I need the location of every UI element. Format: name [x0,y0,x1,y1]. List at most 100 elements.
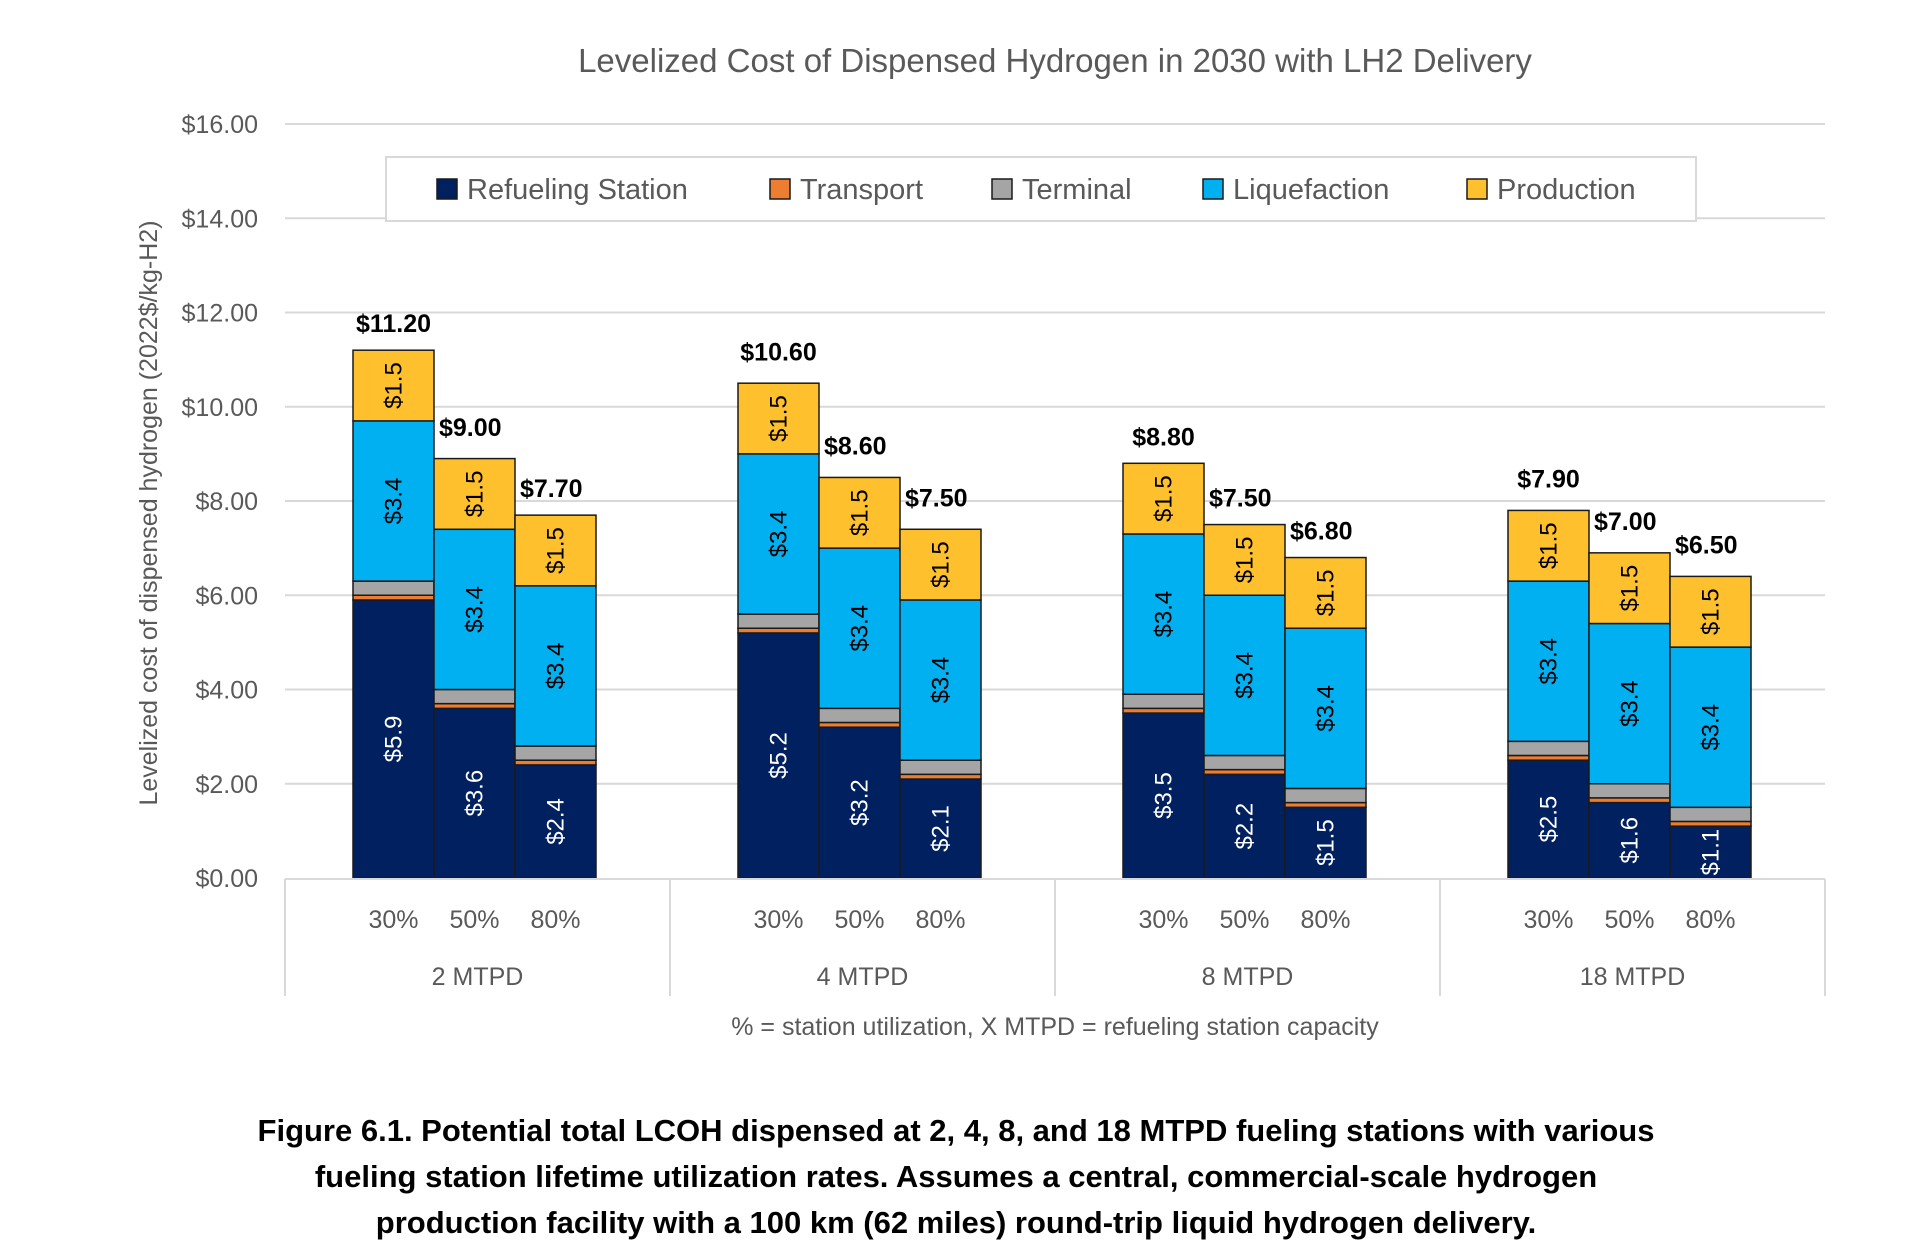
lcoh-stacked-bar-chart: Levelized Cost of Dispensed Hydrogen in … [135,42,1826,1041]
bar-segment-production [899,528,982,601]
bar-segment-refueling-station [899,778,982,879]
bar-segment-terminal [1588,783,1671,799]
legend-swatch-refueling-station [436,178,458,200]
y-tick-label: $8.00 [195,488,258,516]
x-tick-label: 30% [1138,906,1188,934]
bar-segment-liquefaction [1669,646,1752,809]
segment-data-label: $1.5 [1232,537,1259,584]
bar-stack: $2.5 $3.4 $1.5 $7.90 [1507,466,1590,879]
total-data-label: $9.00 [439,414,502,442]
x-tick-label: 30% [368,906,418,934]
segment-data-label: $3.5 [1151,772,1178,819]
total-data-label: $6.80 [1290,518,1353,546]
x-group-label: 2 MTPD [432,963,524,991]
segment-data-label: $3.4 [1151,591,1178,638]
segment-data-label: $2.5 [1536,796,1563,843]
x-tick-label: 30% [1523,906,1573,934]
segment-data-label: $3.4 [766,511,793,558]
legend: Refueling Station Transport Terminal Liquef… [385,156,1697,222]
bar-segment-refueling-station [352,599,435,879]
legend-label: Production [1497,174,1636,206]
bar-segment-terminal [1122,693,1205,710]
bar-stack: $2.4 $3.4 $1.5 $7.70 [514,475,597,879]
y-tick-label: $0.00 [195,865,258,893]
segment-data-label: $1.5 [928,541,955,588]
chart-title: Levelized Cost of Dispensed Hydrogen in … [578,42,1532,79]
figure-caption: Figure 6.1. Potential total LCOH dispens… [0,1108,1912,1246]
bar-stack: $1.5 $3.4 $1.5 $6.80 [1284,518,1367,879]
bar-segment-liquefaction [1122,533,1205,695]
legend-label: Liquefaction [1233,174,1389,206]
x-tick-label: 80% [530,906,580,934]
total-data-label: $8.60 [824,433,887,461]
bar-segment-production [433,457,516,531]
bar-segment-refueling-station [433,707,516,879]
segment-data-label: $2.1 [928,805,955,852]
bar-segment-production [818,476,901,549]
bar-segment-refueling-station [1669,825,1752,879]
bar-segment-production [1203,523,1286,596]
bar-segment-terminal [899,759,982,776]
segment-data-label: $1.5 [543,527,570,574]
segment-data-label: $1.5 [1313,819,1340,866]
segment-data-label: $3.4 [462,586,489,633]
bar-segment-liquefaction [514,585,597,747]
legend-swatch-production [1466,178,1488,200]
x-tick-label: 50% [834,906,884,934]
segment-data-label: $1.5 [847,489,874,536]
bar-segment-production [1284,556,1367,629]
x-tick-label: 50% [1604,906,1654,934]
total-data-label: $6.50 [1675,532,1738,560]
x-tick-label: 80% [915,906,965,934]
bar-segment-production [1669,575,1752,648]
segment-data-label: $2.2 [1232,803,1259,850]
bar-segment-terminal [433,688,516,705]
bar-segment-terminal [737,613,820,629]
y-tick-label: $12.00 [182,300,258,328]
x-group-label: 4 MTPD [817,963,909,991]
segment-data-label: $3.4 [543,643,570,690]
legend-label: Refueling Station [467,174,688,206]
bar-stack: $1.6 $3.4 $1.5 $7.00 [1588,508,1671,879]
x-tick-label: 80% [1300,906,1350,934]
segment-data-label: $1.5 [766,395,793,442]
x-axis: 30% 50% 80% 2 MTPD 30% 50% 80% 4 MTPD 30% 50% 80% 8… [284,878,1826,996]
segment-data-label: $3.4 [928,657,955,704]
x-tick-label: 50% [1219,906,1269,934]
segment-data-label: $3.2 [847,779,874,826]
bar-segment-liquefaction [1284,627,1367,790]
segment-data-label: $1.6 [1617,817,1644,864]
segment-data-label: $5.9 [381,716,408,763]
bar-stack: $2.2 $3.4 $1.5 $7.50 [1203,485,1286,879]
segment-data-label: $5.2 [766,732,793,779]
bar-segment-liquefaction [1203,594,1286,757]
segment-data-label: $1.1 [1698,829,1725,876]
y-axis-tick-labels: $0.00 $2.00 $4.00 $6.00 $8.00 $10.00 $12.00 $14… [182,111,258,893]
bar-stack: $1.1 $3.4 $1.5 $6.50 [1669,532,1752,879]
total-data-label: $10.60 [740,338,816,366]
bar-stack: $5.9 $3.4 $1.5 $11.20 [352,310,435,879]
y-tick-label: $2.00 [195,771,258,799]
bar-segment-production [1507,509,1590,582]
y-tick-label: $10.00 [182,394,258,422]
bar-segment-refueling-station [514,764,597,879]
y-tick-label: $16.00 [182,111,258,139]
bar-segment-production [1588,552,1671,625]
bar-segment-production [1122,462,1205,535]
segment-data-label: $3.4 [1232,652,1259,699]
bar-segment-terminal [514,745,597,761]
x-tick-label: 50% [449,906,499,934]
bar-segment-terminal [1284,787,1367,804]
bar-segment-refueling-station [1122,712,1205,879]
bar-segment-terminal [818,707,901,724]
x-tick-label: 30% [753,906,803,934]
total-data-label: $7.50 [1209,485,1272,513]
total-data-label: $7.70 [520,475,583,503]
y-tick-label: $14.00 [182,205,258,233]
segment-data-label: $3.4 [1698,704,1725,751]
legend-swatch-terminal [991,178,1013,200]
bar-segment-production [737,382,820,455]
bar-stack: $5.2 $3.4 $1.5 $10.60 [737,338,820,879]
bar-segment-terminal [1669,806,1752,823]
bar-stack: $2.1 $3.4 $1.5 $7.50 [899,485,982,879]
